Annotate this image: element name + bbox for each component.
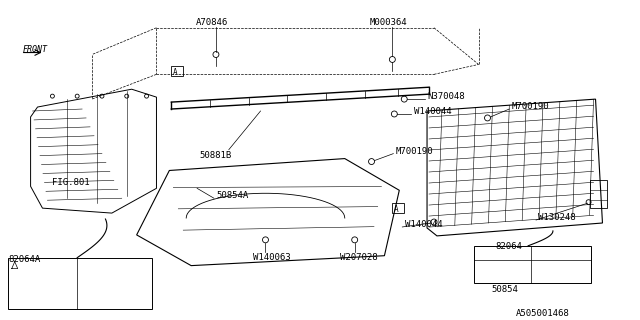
Text: W140063: W140063 [253, 253, 290, 262]
Text: W130248: W130248 [538, 213, 575, 222]
Text: A: A [173, 68, 177, 77]
Text: A505001468: A505001468 [516, 309, 570, 318]
Bar [172, 67, 183, 76]
Text: 82064: 82064 [495, 242, 522, 251]
Text: FIG.801: FIG.801 [52, 179, 90, 188]
Text: W207028: W207028 [340, 253, 378, 262]
Text: 50854A: 50854A [216, 191, 248, 200]
Text: M700190: M700190 [511, 102, 549, 111]
Bar [392, 203, 404, 213]
Text: A70846: A70846 [196, 18, 228, 27]
Text: M000364: M000364 [369, 18, 407, 27]
Text: M700190: M700190 [396, 147, 433, 156]
Text: 50854: 50854 [492, 285, 518, 294]
Text: W140044: W140044 [414, 107, 452, 116]
Text: A: A [394, 205, 399, 214]
Text: 82064A: 82064A [9, 255, 41, 264]
Text: N370048: N370048 [427, 92, 465, 101]
Bar [589, 180, 607, 208]
Bar [474, 246, 591, 284]
Text: 50881B: 50881B [199, 151, 231, 160]
Text: FRONT: FRONT [22, 44, 47, 54]
Bar [8, 258, 152, 309]
Text: W140044: W140044 [405, 220, 443, 229]
